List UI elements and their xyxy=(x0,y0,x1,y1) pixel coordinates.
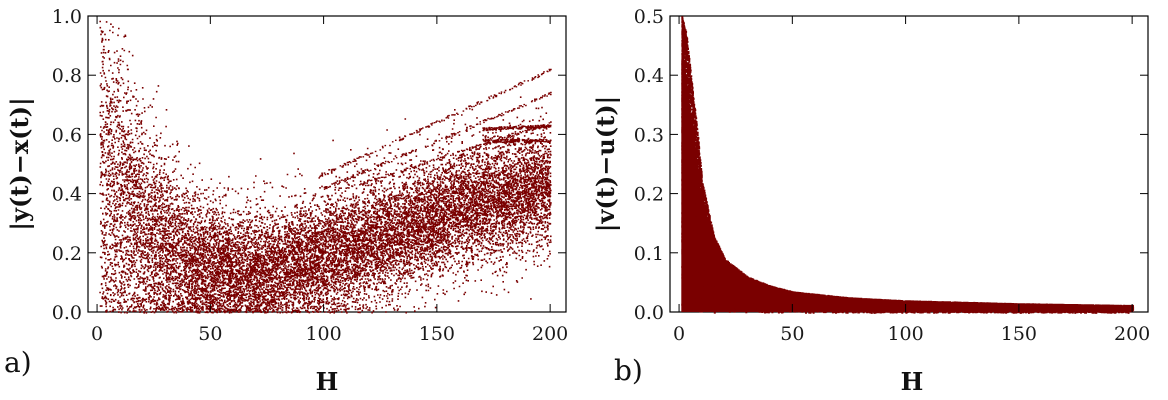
scatter-points-a xyxy=(99,20,552,314)
panel-b: 0 50 100 150 200 0.0 0.1 0.2 0.3 0.4 0.5 |v(t)−u(t… xyxy=(591,6,1150,396)
x-tick-label: 150 xyxy=(1001,323,1037,345)
x-axis-label-b: H xyxy=(901,367,924,396)
y-tick-label: 0.0 xyxy=(52,302,82,324)
scatter-points-b xyxy=(681,16,1135,314)
x-tick-label: 150 xyxy=(419,323,455,345)
x-axis-label-a: H xyxy=(316,367,339,396)
x-tick-label: 50 xyxy=(198,323,222,345)
dense-band-b xyxy=(681,60,1133,313)
y-tick-label: 0.4 xyxy=(634,65,664,87)
y-tick-label: 1.0 xyxy=(52,6,82,28)
panel-label-a: a) xyxy=(4,346,32,379)
y-tick-label: 0.3 xyxy=(634,124,664,146)
x-tick-label: 200 xyxy=(532,323,568,345)
panel-label-b: b) xyxy=(614,354,643,387)
y-tick-label: 0.8 xyxy=(52,65,82,87)
y-tick-label: 0.2 xyxy=(52,243,82,265)
x-tick-label: 0 xyxy=(673,323,685,345)
y-tick-label: 0.2 xyxy=(634,184,664,206)
y-tick-label: 0.1 xyxy=(634,243,664,265)
plot-area-a xyxy=(87,15,567,313)
x-tick-label: 200 xyxy=(1114,323,1150,345)
y-tick-label: 0.5 xyxy=(634,6,664,28)
plot-area-b xyxy=(669,15,1149,313)
y-axis-label-a: |y(t)−x(t)| xyxy=(5,97,34,230)
y-tick-label: 0.4 xyxy=(52,184,82,206)
ticks-a: 0 50 100 150 200 0.0 0.2 0.4 0.6 0.8 1.0 xyxy=(52,6,568,345)
x-tick-label: 50 xyxy=(780,323,804,345)
x-tick-label: 0 xyxy=(91,323,103,345)
ticks-b: 0 50 100 150 200 0.0 0.1 0.2 0.3 0.4 0.5 xyxy=(634,6,1150,345)
y-tick-label: 0.0 xyxy=(634,302,664,324)
scatter-dots xyxy=(99,20,552,314)
panel-a: 0 50 100 150 200 0.0 0.2 0.4 0.6 0.8 1.0 |y(t)−x(t… xyxy=(4,6,568,396)
x-tick-label: 100 xyxy=(887,323,923,345)
y-tick-label: 0.6 xyxy=(52,124,82,146)
x-tick-label: 100 xyxy=(305,323,341,345)
y-axis-label-b: |v(t)−u(t)| xyxy=(591,96,620,233)
scatter-dots xyxy=(681,16,1135,314)
